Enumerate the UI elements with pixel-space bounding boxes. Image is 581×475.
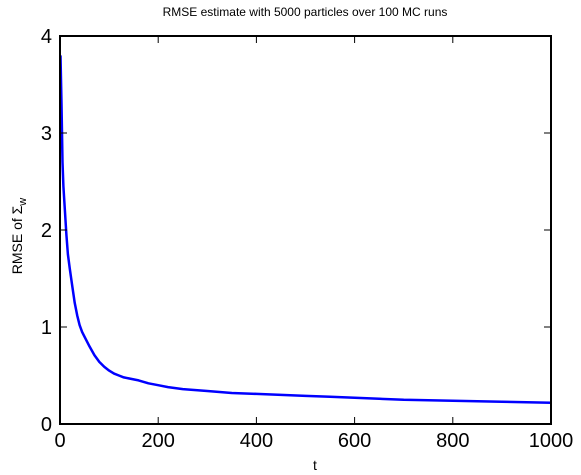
y-tick-label: 1	[41, 317, 52, 339]
chart-title: RMSE estimate with 5000 particles over 1…	[163, 5, 448, 19]
y-axis-label-prefix: RMSE of	[9, 214, 25, 274]
y-axis-label: RMSE of Σw	[9, 198, 29, 275]
y-tick-label: 0	[41, 414, 52, 436]
x-tick-label: 400	[240, 430, 273, 452]
x-axis-label: t	[313, 457, 317, 473]
x-tick-label: 200	[142, 430, 175, 452]
series-line-0	[59, 55, 552, 404]
x-tick-label: 0	[54, 430, 65, 452]
plot-frame	[59, 35, 552, 425]
x-tick-label: 1000	[529, 430, 574, 452]
y-tick-label: 2	[41, 220, 52, 242]
y-axis-label-subscript: w	[17, 198, 29, 207]
x-tick-label: 800	[436, 430, 469, 452]
y-tick-label: 3	[41, 123, 52, 145]
y-axis-label-symbol: Σ	[9, 205, 25, 214]
plot-area	[59, 55, 552, 404]
axis-ticks: 0 200 400 600 800 1000 0 1 2 3 4	[41, 26, 573, 452]
y-tick-label: 4	[41, 26, 52, 48]
x-tick-label: 600	[338, 430, 371, 452]
